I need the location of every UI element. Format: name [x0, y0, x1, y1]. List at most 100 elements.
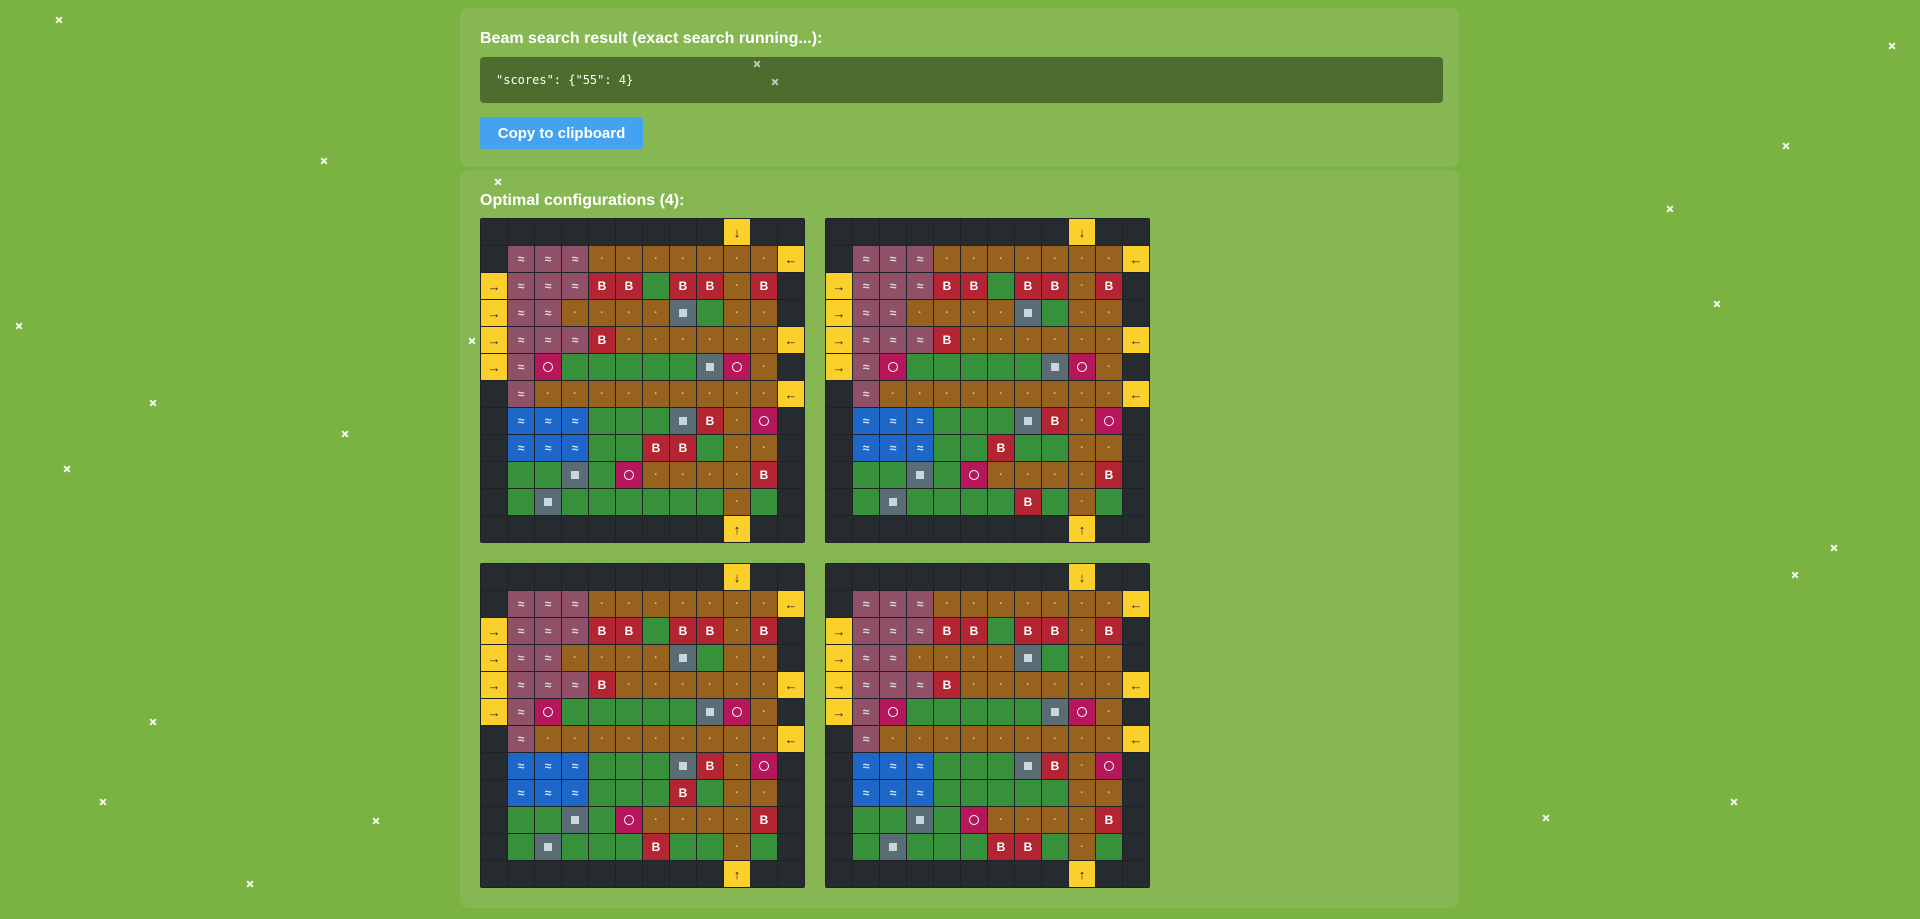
grass-cell [616, 489, 642, 515]
ring-icon [624, 815, 634, 825]
lake-cell: ≈ [508, 408, 534, 434]
water-tile-cell: ≈ [508, 273, 534, 299]
grass-cell [670, 489, 696, 515]
empty-cell [481, 489, 507, 515]
empty-cell [853, 516, 879, 542]
grass-cell [643, 354, 669, 380]
empty-cell [1042, 861, 1068, 887]
empty-cell [778, 516, 804, 542]
building-cell: B [934, 672, 960, 698]
lake-cell: ≈ [562, 408, 588, 434]
empty-cell [1123, 618, 1149, 644]
dirt-cell: · [589, 726, 615, 752]
grass-cell [853, 807, 879, 833]
dirt-cell: · [670, 246, 696, 272]
building-cell: B [961, 618, 987, 644]
dirt-cell: · [934, 726, 960, 752]
water-tile-cell: ≈ [508, 726, 534, 752]
grass-cell [1096, 834, 1122, 860]
grass-cell [562, 354, 588, 380]
empty-cell [1123, 219, 1149, 245]
square-icon [889, 498, 897, 506]
dirt-cell: · [988, 807, 1014, 833]
sparkle-icon [320, 157, 328, 165]
empty-cell [1123, 645, 1149, 671]
building-cell: B [616, 273, 642, 299]
building-cell: B [1042, 618, 1068, 644]
sparkle-icon [1791, 571, 1799, 579]
dirt-cell: · [562, 726, 588, 752]
water-tile-cell: ≈ [508, 354, 534, 380]
dirt-cell: · [751, 246, 777, 272]
empty-cell [778, 699, 804, 725]
dirt-cell: · [1042, 807, 1068, 833]
result-code: "scores": {"55": 4} [480, 57, 1443, 103]
dirt-cell: · [697, 672, 723, 698]
arrow-cell: → [826, 645, 852, 671]
empty-cell [616, 861, 642, 887]
empty-cell [562, 516, 588, 542]
water-tile-cell: ≈ [880, 618, 906, 644]
dirt-cell: · [1015, 246, 1041, 272]
dirt-cell: · [643, 645, 669, 671]
dirt-cell: · [616, 327, 642, 353]
empty-cell [1123, 834, 1149, 860]
empty-cell [778, 435, 804, 461]
ring-icon [888, 362, 898, 372]
empty-cell [535, 564, 561, 590]
empty-cell [826, 564, 852, 590]
dirt-cell: · [724, 753, 750, 779]
ring-icon [759, 761, 769, 771]
empty-cell [1123, 753, 1149, 779]
dirt-cell: · [1096, 327, 1122, 353]
grass-cell [535, 807, 561, 833]
empty-cell [697, 219, 723, 245]
empty-cell [853, 861, 879, 887]
building-cell: B [1096, 618, 1122, 644]
ring-cell [1069, 354, 1095, 380]
grass-cell [562, 489, 588, 515]
dirt-cell: · [751, 591, 777, 617]
building-cell: B [670, 780, 696, 806]
grass-cell [1042, 645, 1068, 671]
square-icon [1024, 654, 1032, 662]
empty-cell [934, 219, 960, 245]
grass-cell [562, 834, 588, 860]
dirt-cell: · [616, 672, 642, 698]
arrow-cell: ← [1123, 327, 1149, 353]
lake-cell: ≈ [880, 435, 906, 461]
grass-cell [508, 807, 534, 833]
dirt-cell: · [1015, 726, 1041, 752]
water-tile-cell: ≈ [853, 354, 879, 380]
ring-cell [751, 408, 777, 434]
water-tile-cell: ≈ [853, 300, 879, 326]
dirt-cell: · [670, 462, 696, 488]
ring-cell [535, 699, 561, 725]
water-tile-cell: ≈ [907, 618, 933, 644]
water-tile-cell: ≈ [853, 672, 879, 698]
dirt-cell: · [724, 591, 750, 617]
empty-cell [481, 516, 507, 542]
grass-cell [934, 699, 960, 725]
arrow-cell: ← [1123, 726, 1149, 752]
lake-cell: ≈ [535, 408, 561, 434]
empty-cell [1015, 516, 1041, 542]
empty-cell [508, 516, 534, 542]
dirt-cell: · [670, 672, 696, 698]
grass-cell [589, 462, 615, 488]
empty-cell [826, 408, 852, 434]
dirt-cell: · [934, 645, 960, 671]
empty-cell [508, 219, 534, 245]
dirt-cell: · [1069, 780, 1095, 806]
building-cell: B [643, 834, 669, 860]
dirt-cell: · [907, 645, 933, 671]
water-tile-cell: ≈ [508, 300, 534, 326]
empty-cell [1123, 435, 1149, 461]
building-cell: B [1015, 618, 1041, 644]
grass-cell [961, 699, 987, 725]
sparkle-icon [372, 817, 380, 825]
dirt-cell: · [697, 807, 723, 833]
copy-to-clipboard-button[interactable]: Copy to clipboard [480, 117, 643, 149]
dirt-cell: · [1042, 462, 1068, 488]
dirt-cell: · [724, 435, 750, 461]
